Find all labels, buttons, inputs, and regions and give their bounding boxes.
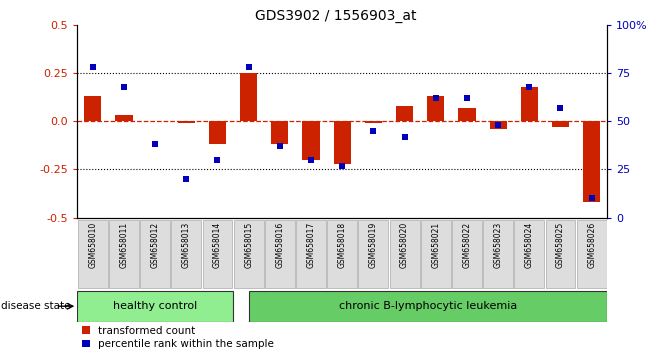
Bar [521, 86, 538, 121]
Bar [365, 121, 382, 123]
Bar [178, 121, 195, 123]
Bar [390, 220, 419, 288]
Text: healthy control: healthy control [113, 301, 197, 311]
Text: GSM658014: GSM658014 [213, 222, 222, 268]
Bar [140, 220, 170, 288]
Bar [490, 121, 507, 129]
Point [306, 157, 317, 163]
Bar [576, 220, 607, 288]
Point [181, 176, 192, 182]
Point [244, 64, 254, 70]
Text: GSM658010: GSM658010 [89, 222, 97, 268]
Text: disease state: disease state [1, 301, 71, 311]
Text: GSM658020: GSM658020 [400, 222, 409, 268]
Point [274, 143, 285, 149]
Point [430, 95, 441, 101]
Text: GSM658011: GSM658011 [119, 222, 128, 268]
Text: GSM658024: GSM658024 [525, 222, 534, 268]
Text: chronic B-lymphocytic leukemia: chronic B-lymphocytic leukemia [339, 301, 517, 311]
Bar [583, 121, 601, 202]
Bar [303, 121, 319, 160]
Text: GSM658013: GSM658013 [182, 222, 191, 268]
Text: GSM658025: GSM658025 [556, 222, 565, 268]
Point [555, 105, 566, 110]
Text: GSM658021: GSM658021 [431, 222, 440, 268]
Text: GSM658022: GSM658022 [462, 222, 472, 268]
Bar [327, 220, 357, 288]
Text: GSM658026: GSM658026 [587, 222, 596, 268]
Bar [452, 220, 482, 288]
Text: GDS3902 / 1556903_at: GDS3902 / 1556903_at [255, 9, 416, 23]
Bar [427, 96, 444, 121]
Point [524, 84, 535, 89]
Bar [115, 115, 132, 121]
Point [87, 64, 98, 70]
Bar [234, 220, 264, 288]
Point [119, 84, 130, 89]
Point [493, 122, 503, 128]
Bar [265, 220, 295, 288]
Bar [296, 220, 326, 288]
Bar [333, 121, 351, 164]
Text: GSM658019: GSM658019 [369, 222, 378, 268]
Text: GSM658012: GSM658012 [150, 222, 160, 268]
Text: GSM658016: GSM658016 [275, 222, 285, 268]
Point [368, 128, 378, 134]
Text: GSM658023: GSM658023 [494, 222, 503, 268]
Bar [458, 108, 476, 121]
Bar [84, 96, 101, 121]
Bar [209, 121, 226, 144]
Text: GSM658015: GSM658015 [244, 222, 253, 268]
Point [150, 142, 160, 147]
Bar [421, 220, 451, 288]
Legend: transformed count, percentile rank within the sample: transformed count, percentile rank withi… [83, 326, 274, 349]
Bar [171, 220, 201, 288]
Bar [358, 220, 389, 288]
Bar [546, 220, 576, 288]
Bar [240, 73, 257, 121]
Point [586, 195, 597, 201]
Text: GSM658018: GSM658018 [338, 222, 347, 268]
Bar [203, 220, 232, 288]
Bar [78, 220, 108, 288]
Bar [396, 106, 413, 121]
Bar [552, 121, 569, 127]
Point [337, 163, 348, 169]
Bar [250, 291, 607, 321]
Bar [77, 291, 233, 321]
Bar [515, 220, 544, 288]
Text: GSM658017: GSM658017 [307, 222, 315, 268]
Point [212, 157, 223, 163]
Bar [109, 220, 139, 288]
Point [399, 134, 410, 139]
Bar [271, 121, 289, 144]
Point [462, 95, 472, 101]
Bar [483, 220, 513, 288]
